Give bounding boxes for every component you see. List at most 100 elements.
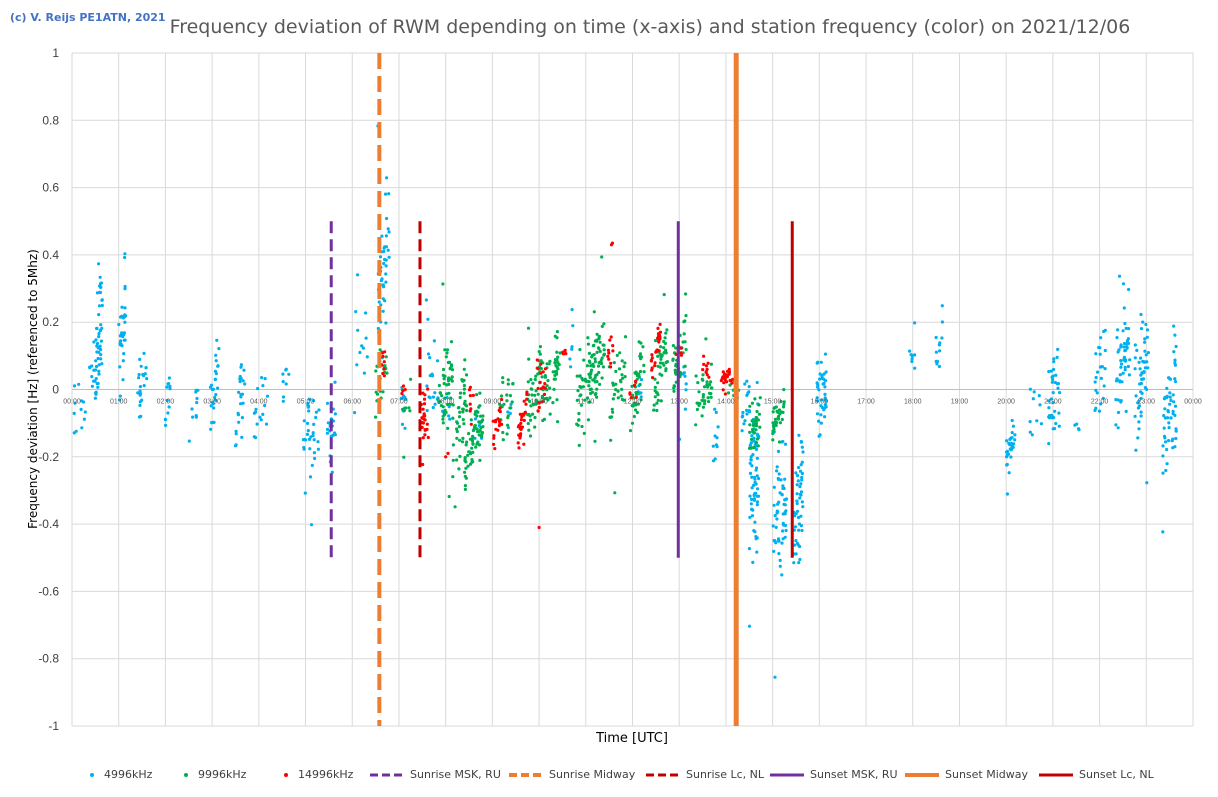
data-point xyxy=(446,360,450,365)
data-point xyxy=(465,408,469,413)
data-point xyxy=(463,470,467,474)
data-point xyxy=(798,544,802,549)
x-tick-label: 05:00 xyxy=(297,399,315,406)
data-point xyxy=(1005,449,1010,453)
data-point xyxy=(751,560,755,565)
data-point xyxy=(441,367,446,372)
data-point xyxy=(772,549,776,554)
data-point xyxy=(1139,373,1143,377)
data-point xyxy=(525,397,529,401)
data-point xyxy=(1009,455,1013,459)
data-point xyxy=(800,460,804,464)
data-point xyxy=(782,400,786,404)
data-point xyxy=(441,373,445,377)
data-point xyxy=(602,348,606,352)
data-point xyxy=(239,392,243,397)
data-point xyxy=(782,388,786,392)
data-point xyxy=(83,410,87,414)
legend: 4996kHz 9996kHz 14996kHz Sunrise MSK, RU… xyxy=(0,768,1218,786)
x-tick-label: 13:00 xyxy=(670,399,688,406)
data-point xyxy=(696,381,700,385)
data-point xyxy=(799,482,803,486)
data-point xyxy=(535,366,539,370)
data-point xyxy=(611,381,615,385)
data-point xyxy=(701,395,705,399)
data-point xyxy=(684,347,688,352)
y-tick-label: 0.6 xyxy=(42,181,59,195)
data-point xyxy=(478,420,482,424)
data-point xyxy=(464,466,468,470)
data-point xyxy=(261,384,265,388)
data-point xyxy=(501,438,505,442)
legend-item-4996khz: 4996kHz xyxy=(86,768,152,781)
data-point xyxy=(97,304,102,308)
data-point xyxy=(781,439,785,444)
data-point xyxy=(1172,400,1176,404)
data-point xyxy=(457,425,461,429)
data-point xyxy=(913,321,917,325)
data-point xyxy=(545,396,549,400)
data-point xyxy=(311,399,316,403)
data-point xyxy=(121,378,125,382)
data-point xyxy=(442,382,446,386)
data-point xyxy=(757,434,761,438)
data-point xyxy=(1133,367,1137,371)
data-point xyxy=(614,369,618,373)
data-point xyxy=(539,387,543,391)
data-point xyxy=(403,395,407,399)
data-point xyxy=(511,382,515,386)
data-point xyxy=(1032,390,1036,394)
data-point xyxy=(426,352,431,356)
data-point xyxy=(447,382,451,386)
x-tick-label: 17:00 xyxy=(857,399,875,406)
data-point xyxy=(445,348,450,352)
data-point xyxy=(540,375,544,379)
data-point xyxy=(778,411,782,416)
data-point xyxy=(660,361,665,365)
data-point xyxy=(1173,333,1177,337)
data-point xyxy=(772,503,776,507)
data-point xyxy=(796,479,800,483)
data-point xyxy=(384,355,388,359)
data-point xyxy=(671,358,675,362)
data-point xyxy=(468,394,472,398)
data-point xyxy=(756,487,760,491)
data-point xyxy=(587,351,592,355)
data-point xyxy=(1119,359,1123,363)
data-point xyxy=(407,406,411,410)
data-point xyxy=(610,415,614,419)
data-point xyxy=(1099,336,1103,340)
data-point xyxy=(650,366,654,370)
data-point xyxy=(1115,336,1119,340)
x-tick-label: 00:00 xyxy=(63,399,81,406)
data-point xyxy=(467,388,472,392)
data-point xyxy=(774,423,778,427)
data-point xyxy=(1038,403,1042,407)
data-point xyxy=(554,369,558,374)
data-point xyxy=(97,335,101,339)
data-point xyxy=(754,482,758,486)
data-point xyxy=(437,383,441,388)
data-point xyxy=(254,407,258,411)
data-point xyxy=(142,384,146,388)
data-point xyxy=(446,451,450,455)
data-point xyxy=(783,442,788,446)
data-point xyxy=(1123,321,1127,326)
data-point xyxy=(658,337,662,341)
data-point xyxy=(525,390,529,394)
data-point xyxy=(1122,306,1126,310)
data-point xyxy=(1054,373,1058,377)
data-point xyxy=(99,339,103,343)
data-point xyxy=(752,422,756,426)
data-point xyxy=(798,469,803,473)
data-point xyxy=(94,359,98,363)
data-point xyxy=(492,434,496,438)
data-point xyxy=(773,417,778,421)
data-point xyxy=(433,402,437,406)
data-point xyxy=(1051,415,1055,419)
data-point xyxy=(446,426,450,430)
data-point xyxy=(1134,448,1138,452)
data-point xyxy=(815,396,819,400)
data-point xyxy=(913,353,917,357)
data-point xyxy=(709,392,713,396)
